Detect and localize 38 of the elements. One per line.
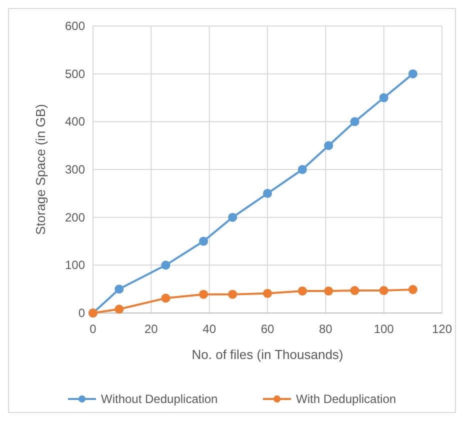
y-tick-label: 600 <box>64 19 86 33</box>
point <box>324 141 334 150</box>
x-tick-label: 20 <box>144 322 158 336</box>
x-axis-title: No. of files (in Thousands) <box>192 347 344 362</box>
legend-label: Without Deduplication <box>101 392 218 406</box>
y-tick-label: 500 <box>64 66 86 81</box>
y-tick-label: 100 <box>64 258 86 272</box>
y-tick-label: 300 <box>64 162 86 176</box>
x-tick-label: 120 <box>432 322 452 336</box>
point <box>161 260 170 270</box>
x-tick-label: 100 <box>374 322 394 336</box>
point <box>379 93 388 102</box>
point <box>350 286 360 296</box>
point <box>228 212 238 222</box>
point <box>199 236 208 246</box>
point <box>350 117 360 126</box>
x-tick-label: 80 <box>318 322 333 336</box>
point <box>199 290 208 299</box>
point <box>324 286 334 296</box>
point <box>228 290 238 299</box>
point <box>262 188 272 198</box>
legend-label: With Deduplication <box>296 392 396 406</box>
point <box>408 285 418 294</box>
point <box>114 284 124 294</box>
point <box>298 164 307 174</box>
x-tick-label: 0 <box>90 322 97 336</box>
point <box>262 288 272 298</box>
point <box>408 69 418 78</box>
point <box>298 286 307 296</box>
x-tick-label: 40 <box>202 322 216 336</box>
y-axis-title: Storage Space (in GB) <box>33 104 48 235</box>
x-tick-label: 60 <box>260 322 274 336</box>
y-tick-label: 200 <box>64 210 86 224</box>
y-tick-label: 400 <box>64 114 86 129</box>
point <box>161 294 170 303</box>
point <box>114 304 124 314</box>
point <box>379 286 388 296</box>
y-tick-label: 0 <box>78 306 86 320</box>
